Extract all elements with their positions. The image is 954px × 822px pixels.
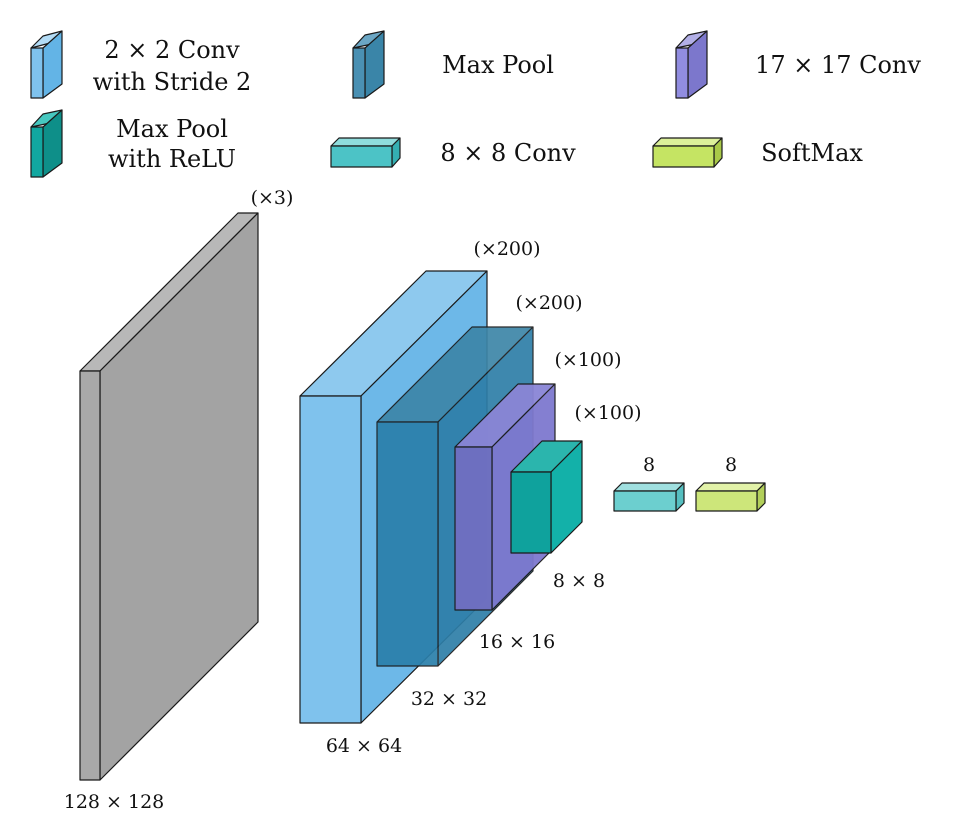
label-conv17x17-size: 16 × 16 [479, 631, 555, 653]
layer-softmax [695, 482, 766, 512]
label-maxpool-channels: (×200) [515, 292, 582, 314]
legend-swatch-conv2x2 [30, 30, 63, 99]
label-maxpool-relu-size: 8 × 8 [553, 570, 605, 592]
label-conv2x2-channels: (×200) [473, 238, 540, 260]
legend-swatch-maxpool [352, 30, 385, 99]
legend-swatch-conv8x8 [330, 137, 401, 168]
label-softmax-channels: 8 [725, 454, 737, 476]
label-maxpool-relu-channels: (×100) [574, 402, 641, 424]
legend-swatch-softmax [652, 137, 723, 168]
legend-swatch-maxpool-relu [30, 109, 63, 178]
legend: 2 × 2 Conv with Stride 2 Max Pool 17 × 1… [30, 30, 921, 178]
layer-maxpool-relu [510, 440, 583, 554]
label-conv17x17-channels: (×100) [554, 349, 621, 371]
layer-input [79, 212, 259, 781]
label-input-channels: (×3) [251, 187, 294, 209]
legend-label-conv8x8: 8 × 8 Conv [440, 139, 576, 167]
label-conv8x8-channels: 8 [643, 454, 655, 476]
label-input-size: 128 × 128 [64, 791, 165, 813]
layer-conv8x8 [613, 482, 685, 512]
legend-label-maxpool-relu-line1: Max Pool [116, 115, 228, 143]
legend-label-maxpool-relu-line2: with ReLU [108, 145, 236, 173]
legend-label-maxpool: Max Pool [442, 51, 554, 79]
legend-label-conv17x17: 17 × 17 Conv [755, 51, 921, 79]
label-conv2x2-size: 64 × 64 [326, 735, 402, 757]
label-maxpool-size: 32 × 32 [411, 688, 487, 710]
legend-label-softmax: SoftMax [761, 139, 863, 167]
legend-swatch-conv17x17 [675, 30, 708, 99]
legend-label-conv2x2-line1: 2 × 2 Conv [104, 36, 240, 64]
legend-label-conv2x2-line2: with Stride 2 [93, 68, 252, 96]
